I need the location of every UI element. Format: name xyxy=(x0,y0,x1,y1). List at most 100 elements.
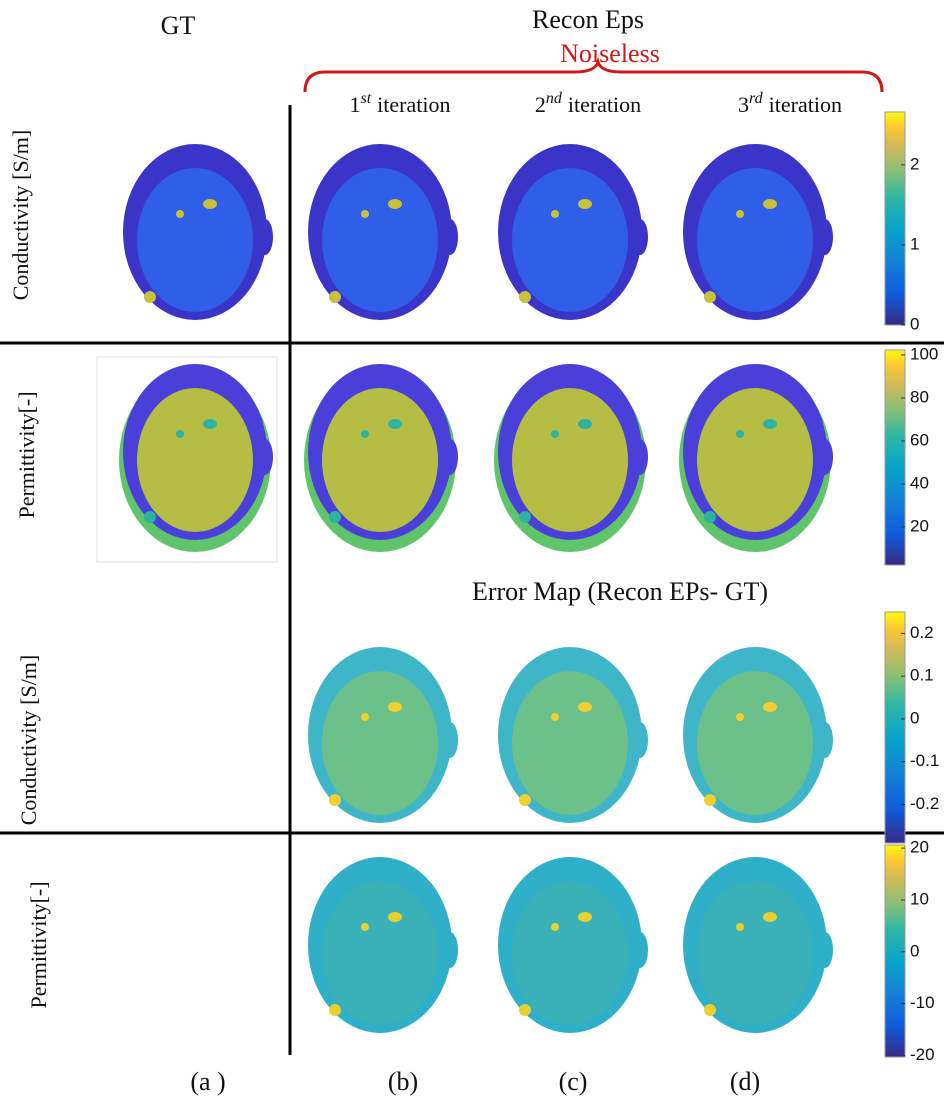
tick-label: 100 xyxy=(910,344,938,363)
lesion xyxy=(329,1004,341,1016)
tick-label: 1 xyxy=(910,234,919,253)
column-text: iteration xyxy=(377,92,450,117)
lesion xyxy=(176,210,184,218)
colorbar xyxy=(884,611,906,844)
lesion xyxy=(203,199,217,209)
lesion xyxy=(578,702,592,712)
brain xyxy=(137,168,253,312)
lesion xyxy=(736,713,744,721)
tick-label: -0.1 xyxy=(910,751,939,770)
tick-label: 20 xyxy=(910,838,929,857)
lesion xyxy=(763,912,777,922)
ordinal-number: 3 xyxy=(738,92,749,117)
ear xyxy=(632,932,648,968)
lesion xyxy=(704,511,716,523)
tick-label: 40 xyxy=(910,473,929,492)
lesion xyxy=(578,199,592,209)
lesion xyxy=(144,511,156,523)
lesion xyxy=(736,923,744,931)
lesion xyxy=(704,1004,716,1016)
lesion xyxy=(578,419,592,429)
lesion xyxy=(361,923,369,931)
lesion xyxy=(704,794,716,806)
tick-label: 0.2 xyxy=(910,623,934,642)
maps xyxy=(96,144,833,1033)
ear xyxy=(442,932,458,968)
colorbar xyxy=(884,349,906,566)
lesion xyxy=(388,419,402,429)
lesion xyxy=(388,199,402,209)
lesion xyxy=(176,430,184,438)
column-header: 2nd iteration xyxy=(535,90,641,117)
lesion xyxy=(144,291,156,303)
lesion xyxy=(578,912,592,922)
brain xyxy=(512,671,628,815)
ear xyxy=(442,219,458,255)
ordinal-suffix: nd xyxy=(546,90,563,107)
lesion xyxy=(329,794,341,806)
ear xyxy=(257,219,273,255)
ear xyxy=(817,932,833,968)
lesion xyxy=(551,923,559,931)
lesion xyxy=(361,430,369,438)
column-header: 3rd iteration xyxy=(738,90,842,117)
lesion xyxy=(361,210,369,218)
lesion xyxy=(519,1004,531,1016)
brain xyxy=(697,881,813,1025)
ordinal-suffix: st xyxy=(361,90,372,107)
tick-label: 10 xyxy=(910,889,929,908)
colorbar xyxy=(884,111,906,326)
gt-title: GT xyxy=(161,11,196,40)
lesion xyxy=(763,419,777,429)
lesion xyxy=(361,713,369,721)
frame xyxy=(96,356,278,563)
tick-label: 0 xyxy=(910,708,919,727)
tick-label: -10 xyxy=(910,993,935,1012)
panel-label: (b) xyxy=(388,1067,418,1096)
column-header: 1st iteration xyxy=(350,90,451,117)
lesion xyxy=(519,511,531,523)
lesion xyxy=(329,291,341,303)
error-title: Error Map (Recon EPs- GT) xyxy=(472,577,768,606)
tick-label: 0 xyxy=(910,314,919,333)
condition-title: Noiseless xyxy=(560,39,660,68)
row-label: Permittivity[-] xyxy=(14,391,39,518)
panel-label: (a ) xyxy=(190,1067,225,1096)
tick-label: 0 xyxy=(910,941,919,960)
brain xyxy=(322,168,438,312)
lesion xyxy=(551,210,559,218)
brain xyxy=(322,671,438,815)
tick-label: 60 xyxy=(910,430,929,449)
lesion xyxy=(519,291,531,303)
ear xyxy=(442,722,458,758)
ordinal-number: 1 xyxy=(350,92,361,117)
lesion xyxy=(519,794,531,806)
brain xyxy=(697,671,813,815)
tick-label: 2 xyxy=(910,154,919,173)
column-text: iteration xyxy=(769,92,842,117)
row-label: Permittivity[-] xyxy=(26,881,51,1008)
ear xyxy=(257,439,273,475)
brain xyxy=(512,881,628,1025)
brain xyxy=(512,168,628,312)
lesion xyxy=(551,713,559,721)
tick-label: -20 xyxy=(910,1045,935,1064)
brain xyxy=(697,388,813,532)
panel-label: (d) xyxy=(730,1067,760,1096)
lesion xyxy=(736,430,744,438)
brain xyxy=(137,388,253,532)
tick-label: 20 xyxy=(910,516,929,535)
ordinal-number: 2 xyxy=(535,92,546,117)
brace xyxy=(303,56,884,93)
brain xyxy=(697,168,813,312)
ear xyxy=(817,219,833,255)
row-label: Conductivity [S/m] xyxy=(8,130,33,301)
brain xyxy=(322,388,438,532)
lesion xyxy=(763,199,777,209)
lesion xyxy=(551,430,559,438)
panel-label: (c) xyxy=(559,1067,588,1096)
tick-label: 80 xyxy=(910,387,929,406)
lesion xyxy=(203,419,217,429)
ordinal-suffix: rd xyxy=(749,90,764,107)
